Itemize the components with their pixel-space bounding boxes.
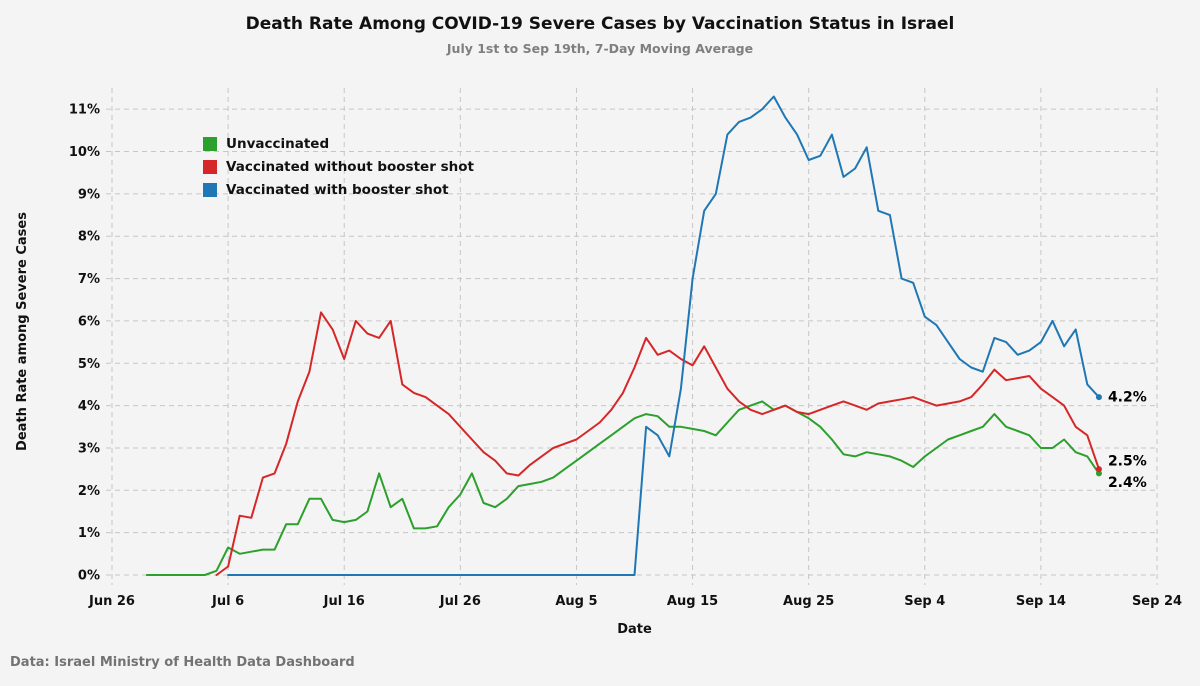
x-axis-label: Date <box>617 622 652 637</box>
legend-label-vaccinated-booster: Vaccinated with booster shot <box>226 182 449 198</box>
y-tick-label: 1% <box>78 526 100 541</box>
y-tick-label: 6% <box>78 314 100 329</box>
series-end-marker <box>1095 394 1102 401</box>
x-tick-label: Sep 14 <box>1016 594 1066 609</box>
legend-swatch-vaccinated-booster <box>203 183 217 197</box>
y-axis-label: Death Rate among Severe Cases <box>15 212 30 451</box>
y-tick-label: 5% <box>78 357 100 372</box>
legend-item-vaccinated-booster: Vaccinated with booster shot <box>203 182 474 198</box>
x-tick-label: Jul 26 <box>439 594 481 609</box>
legend: Unvaccinated Vaccinated without booster … <box>203 136 474 205</box>
legend-swatch-vaccinated-no-booster <box>203 160 217 174</box>
y-tick-label: 2% <box>78 484 100 499</box>
end-annotation: 2.4% <box>1108 475 1147 491</box>
legend-label-vaccinated-no-booster: Vaccinated without booster shot <box>226 159 474 175</box>
legend-swatch-unvaccinated <box>203 137 217 151</box>
footer-source: Data: Israel Ministry of Health Data Das… <box>10 655 355 670</box>
x-tick-label: Sep 24 <box>1132 594 1182 609</box>
x-tick-label: Jul 16 <box>323 594 365 609</box>
chart-subtitle: July 1st to Sep 19th, 7-Day Moving Avera… <box>446 41 754 56</box>
series-line-vaccinated-with-booster-shot <box>227 95 1100 576</box>
series-end-marker <box>1095 470 1102 477</box>
y-tick-label: 7% <box>78 272 100 287</box>
y-tick-label: 8% <box>78 230 100 245</box>
end-annotation: 4.2% <box>1108 390 1147 406</box>
legend-item-vaccinated-no-booster: Vaccinated without booster shot <box>203 159 474 175</box>
legend-label-unvaccinated: Unvaccinated <box>226 136 330 152</box>
y-tick-label: 0% <box>78 569 100 584</box>
y-tick-label: 4% <box>78 399 100 414</box>
series-line-vaccinated-without-booster-shot <box>215 311 1100 576</box>
x-tick-label: Aug 5 <box>555 594 597 609</box>
chart-title: Death Rate Among COVID-19 Severe Cases b… <box>245 14 955 34</box>
legend-item-unvaccinated: Unvaccinated <box>203 136 474 152</box>
x-tick-label: Aug 25 <box>783 594 834 609</box>
y-tick-label: 10% <box>69 145 100 160</box>
x-tick-label: Jul 6 <box>211 594 244 609</box>
end-annotation: 2.5% <box>1108 454 1147 470</box>
x-tick-label: Aug 15 <box>667 594 718 609</box>
series-line-unvaccinated <box>145 400 1100 576</box>
x-tick-label: Sep 4 <box>904 594 945 609</box>
y-tick-label: 9% <box>78 187 100 202</box>
x-tick-label: Jun 26 <box>88 594 135 609</box>
y-tick-label: 3% <box>78 441 100 456</box>
y-tick-label: 11% <box>69 103 100 118</box>
series-end-marker <box>1095 466 1102 473</box>
